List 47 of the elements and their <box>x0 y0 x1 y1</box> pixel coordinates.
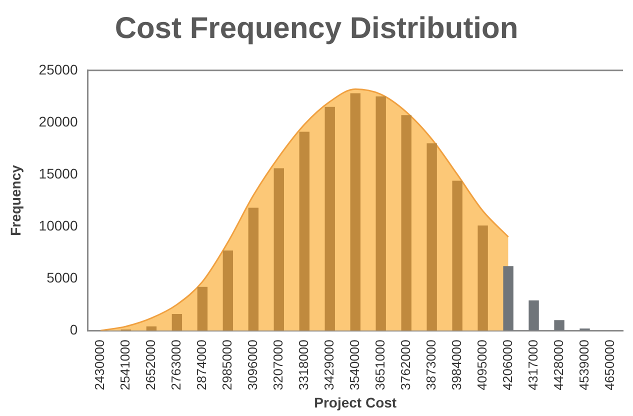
y-axis-title: Frequency <box>7 164 24 236</box>
x-tick-label: 2763000 <box>168 340 184 390</box>
bar <box>478 225 488 331</box>
y-tick-label: 10000 <box>38 217 78 234</box>
x-tick-label: 3318000 <box>296 340 311 390</box>
x-tick-label: 4650000 <box>602 340 617 390</box>
x-tick-label: 3096000 <box>244 340 260 390</box>
bar <box>452 180 462 331</box>
y-tick-label: 0 <box>70 321 78 338</box>
x-tick-label: 3429000 <box>321 340 336 390</box>
y-tick-label: 5000 <box>46 269 78 286</box>
x-tick-label: 3984000 <box>448 340 464 390</box>
y-tick-label: 25000 <box>38 61 78 78</box>
bar <box>274 168 284 331</box>
x-tick-label: 3762000 <box>398 340 413 390</box>
x-tick-label: 2985000 <box>220 340 234 390</box>
x-tick-label: 3207000 <box>270 340 286 390</box>
bar <box>554 320 564 331</box>
x-tick-label: 4206000 <box>500 340 515 390</box>
x-tick-label: 4428000 <box>550 340 566 390</box>
bar <box>401 115 412 331</box>
x-tick-label: 4317000 <box>525 340 540 390</box>
y-tick-label: 20000 <box>38 113 78 130</box>
x-tick-label: 4539000 <box>576 340 592 390</box>
bar <box>222 250 234 331</box>
x-tick-label: 3651000 <box>372 340 388 390</box>
bar <box>528 300 539 331</box>
y-tick-label: 15000 <box>38 165 78 182</box>
bar <box>350 93 360 331</box>
x-tick-label: 2430000 <box>92 340 108 390</box>
x-tick-label: 2652000 <box>143 340 158 390</box>
bar <box>248 208 259 331</box>
bar <box>503 266 514 331</box>
bar <box>197 286 208 331</box>
x-tick-label: 2541000 <box>118 340 133 390</box>
bar <box>172 314 182 331</box>
bar <box>426 143 437 331</box>
x-axis-title: Project Cost <box>314 394 397 410</box>
chart-title: Cost Frequency Distribution <box>114 12 520 47</box>
bar <box>299 132 310 331</box>
x-tick-label: 4095000 <box>474 340 490 390</box>
bar <box>324 106 335 331</box>
bar <box>146 326 157 331</box>
x-tick-label: 3873000 <box>423 340 438 390</box>
bar <box>376 96 386 331</box>
x-tick-label: 2874000 <box>194 340 210 390</box>
x-tick-label: 3540000 <box>346 340 362 390</box>
